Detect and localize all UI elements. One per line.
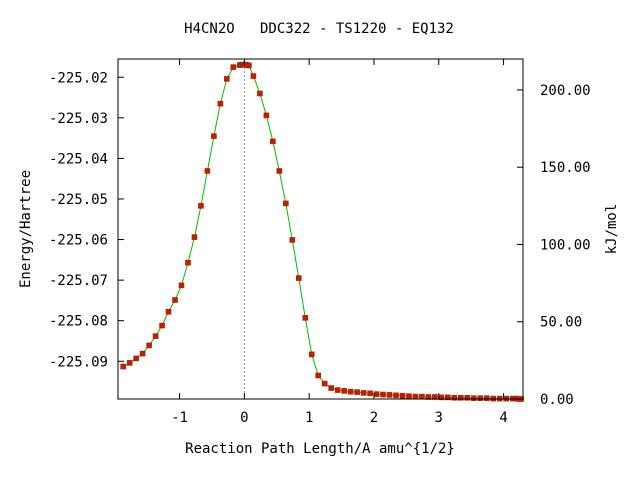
data-point	[217, 100, 224, 107]
data-point	[373, 391, 380, 397]
data-point	[302, 315, 309, 321]
data-point	[120, 363, 126, 370]
data-point	[289, 237, 296, 243]
y-tick-label: -225.05	[49, 192, 108, 208]
x-tick-label: 1	[305, 410, 313, 426]
data-point	[211, 133, 217, 139]
x-tick-label: -1	[171, 410, 188, 426]
data-point	[204, 168, 211, 174]
data-point	[457, 394, 464, 401]
energy-curve	[122, 64, 522, 400]
data-point	[308, 351, 315, 358]
data-point	[185, 259, 191, 266]
data-point	[263, 112, 270, 119]
series-layer	[122, 64, 522, 400]
y2-tick-label: 150.00	[540, 160, 591, 176]
data-point	[159, 322, 165, 329]
data-point	[165, 308, 172, 315]
data-point	[393, 392, 399, 399]
data-point	[224, 76, 230, 82]
y-tick-label: -225.04	[49, 151, 108, 167]
data-point	[146, 342, 152, 349]
data-point	[276, 168, 283, 174]
data-point	[270, 138, 276, 145]
y2-axis-label: kJ/mol	[604, 204, 620, 255]
data-point	[257, 90, 263, 97]
x-axis-label: Reaction Path Length/A amu^{1/2}	[185, 441, 455, 457]
data-point	[360, 390, 367, 396]
data-point	[477, 395, 484, 401]
y-tick-label: -225.07	[49, 273, 108, 289]
data-point	[328, 385, 334, 391]
y-tick-label: -225.02	[49, 70, 108, 86]
data-point	[283, 200, 289, 207]
data-point	[406, 393, 412, 399]
data-point	[470, 395, 477, 401]
data-point	[334, 387, 341, 393]
data-point	[341, 388, 347, 394]
axis-layer	[117, 58, 524, 400]
data-point	[230, 64, 237, 70]
data-point	[198, 203, 204, 209]
data-point	[178, 282, 185, 289]
marker-layer	[120, 61, 524, 402]
data-point	[483, 395, 490, 401]
data-point	[152, 333, 159, 339]
data-point	[380, 391, 386, 398]
data-point	[315, 372, 322, 379]
x-tick-label: 2	[370, 410, 378, 426]
y2-tick-label: 100.00	[540, 237, 591, 253]
x-tick-label: 0	[240, 410, 248, 426]
data-point	[386, 392, 393, 398]
data-point	[445, 394, 451, 401]
y-tick-label: -225.06	[49, 233, 108, 249]
data-point	[250, 73, 257, 79]
data-point	[172, 297, 178, 303]
data-point	[191, 234, 198, 240]
data-point	[354, 389, 360, 395]
data-point	[295, 275, 302, 281]
data-point	[367, 390, 373, 397]
data-point	[464, 394, 471, 401]
y2-tick-label: 200.00	[540, 83, 591, 99]
tick-label-layer: -1 0 1 2 3 4 -225.02 -225.03 -225.04 -225.05 -225.…	[49, 70, 591, 426]
data-point	[412, 393, 419, 400]
data-point	[399, 392, 406, 399]
y2-tick-label: 50.00	[540, 315, 582, 331]
y-tick-label: -225.09	[49, 354, 108, 370]
plot-frame	[117, 58, 524, 400]
data-point	[126, 360, 133, 366]
x-tick-label: 3	[435, 410, 443, 426]
data-point	[133, 355, 139, 362]
y-tick-label: -225.03	[49, 111, 108, 127]
data-point	[321, 380, 328, 387]
chart-title: H4CN2O DDC322 - TS1220 - EQ132	[184, 21, 454, 37]
y-axis-label: Energy/Hartree	[18, 170, 34, 288]
y2-tick-label: 0.00	[540, 392, 574, 408]
x-tick-label: 4	[499, 410, 507, 426]
data-point	[347, 388, 354, 395]
data-point	[419, 393, 425, 400]
y-tick-label: -225.08	[49, 314, 108, 330]
data-point	[451, 394, 458, 401]
data-point	[139, 350, 146, 357]
data-point	[246, 62, 252, 69]
